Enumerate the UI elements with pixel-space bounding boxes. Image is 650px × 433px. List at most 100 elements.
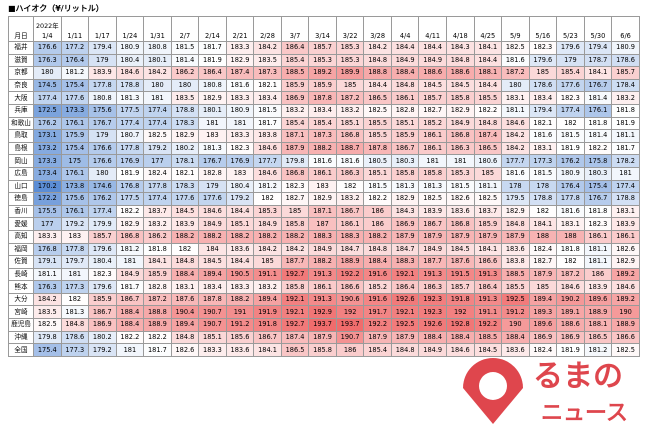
price-cell: 187.9 [418, 229, 447, 244]
data-row: 福井 176.6 177.2 179.4 180.9 180.8 181.5 181.7 183… [8, 41, 640, 55]
date-label: 1/11 [67, 32, 83, 40]
price-cell: 178 [528, 179, 558, 194]
prefecture: 福井 [8, 41, 34, 55]
price-cell: 183.1 [501, 91, 530, 105]
price-cell: 187.9 [390, 330, 420, 345]
price-cell: 173.3 [33, 154, 62, 168]
price-cell: 188.2 [308, 141, 337, 156]
price-cell: 185.1 [390, 116, 420, 131]
price-cell: 182.9 [115, 217, 145, 231]
price-cell: 179.2 [88, 343, 117, 357]
prefecture: 宮崎 [8, 305, 34, 320]
price-cell: 179.1 [33, 255, 62, 269]
price-cell: 187.7 [418, 255, 447, 269]
price-cell: 181.6 [225, 78, 255, 93]
column-header: 1/31 [143, 16, 172, 42]
prefecture: 熊本 [8, 280, 34, 294]
price-cell: 181.5 [528, 166, 558, 181]
price-cell: 191.6 [363, 292, 392, 307]
price-cell: 181.6 [308, 154, 337, 168]
price-cell: 185.5 [363, 116, 392, 131]
price-cell: 184.6 [501, 116, 530, 131]
date-label: 5/30 [590, 32, 606, 40]
price-cell: 175.9 [60, 129, 90, 143]
price-cell: 186.5 [280, 343, 310, 357]
price-cell: 182.1 [528, 116, 558, 131]
price-cell: 185.7 [418, 91, 447, 105]
price-cell: 186.1 [611, 229, 640, 244]
price-cell: 184.4 [473, 78, 503, 93]
price-cell: 177.8 [556, 192, 585, 206]
price-cell: 182.1 [253, 78, 282, 93]
price-cell: 177.3 [60, 280, 90, 294]
price-cell: 184.2 [253, 242, 282, 257]
date-label: 2/21 [232, 32, 248, 40]
price-cell: 177.4 [143, 192, 172, 206]
price-cell: 185.5 [473, 91, 503, 105]
price-cell: 175.4 [60, 141, 90, 156]
price-cell: 186.1 [308, 166, 337, 181]
price-cell: 180.4 [115, 53, 145, 68]
price-cell: 188.3 [335, 229, 365, 244]
price-cell: 192 [445, 305, 475, 320]
price-cell: 188.5 [280, 66, 310, 80]
price-cell: 173.4 [33, 166, 62, 181]
price-cell: 176.7 [198, 154, 227, 168]
price-cell: 184.9 [253, 217, 282, 231]
price-cell: 187.8 [198, 292, 227, 307]
price-cell: 185.9 [473, 217, 503, 231]
data-row: 長崎 181.1 181 182.3 184.9 185.9 188.4 189.4 190.5… [8, 267, 640, 282]
price-cell: 178.8 [528, 192, 558, 206]
price-cell: 180.1 [143, 53, 172, 68]
price-cell: 184.2 [33, 292, 62, 307]
corner-label: 月日 [14, 32, 28, 40]
price-cell: 181.9 [556, 343, 585, 357]
price-cell: 188.4 [115, 305, 145, 320]
price-cell: 187.3 [308, 129, 337, 143]
price-cell: 185.6 [225, 330, 255, 345]
price-cell: 183.1 [556, 217, 585, 231]
price-cell: 186.6 [473, 255, 503, 269]
price-cell: 184.1 [143, 255, 172, 269]
column-header: 1/17 [88, 16, 117, 42]
price-cell: 188 [528, 229, 558, 244]
price-cell: 186.6 [335, 280, 365, 294]
price-cell: 180.1 [198, 103, 227, 118]
price-cell: 184.9 [418, 242, 447, 257]
price-cell: 180.4 [225, 179, 255, 194]
prefecture: 長崎 [8, 267, 34, 282]
price-cell: 175.4 [33, 343, 62, 357]
price-cell: 185.3 [335, 53, 365, 68]
price-cell: 183.6 [501, 242, 530, 257]
price-cell: 192.6 [418, 318, 447, 332]
price-cell: 180 [143, 78, 172, 93]
price-cell: 183 [225, 166, 255, 181]
price-cell: 184.3 [445, 41, 475, 55]
price-cell: 186.1 [418, 141, 447, 156]
price-cell: 182 [60, 292, 90, 307]
price-cell: 179.2 [225, 192, 255, 206]
price-cell: 186.5 [363, 91, 392, 105]
price-cell: 182 [556, 255, 585, 269]
price-cell: 186.6 [611, 330, 640, 345]
price-cell: 185.8 [445, 91, 475, 105]
price-cell: 188.2 [363, 229, 392, 244]
price-cell: 181.4 [583, 91, 613, 105]
price-cell: 176.2 [556, 154, 585, 168]
price-cell: 186.5 [473, 141, 503, 156]
price-cell: 189.2 [308, 66, 337, 80]
price-cell: 184.2 [363, 41, 392, 55]
price-cell: 184.8 [390, 78, 420, 93]
price-cell: 189.4 [198, 267, 227, 282]
prefecture: 奈良 [8, 78, 34, 93]
prefecture: 徳島 [8, 192, 34, 206]
column-header: 2/28 [253, 16, 282, 42]
price-cell: 188.5 [501, 267, 530, 282]
price-cell: 180.4 [88, 255, 117, 269]
column-header: 4/25 [473, 16, 503, 42]
column-header: 5/23 [556, 16, 585, 42]
price-cell: 191.8 [445, 292, 475, 307]
price-cell: 189.4 [253, 292, 282, 307]
price-cell: 185.4 [308, 116, 337, 131]
price-cell: 172.5 [33, 103, 62, 118]
